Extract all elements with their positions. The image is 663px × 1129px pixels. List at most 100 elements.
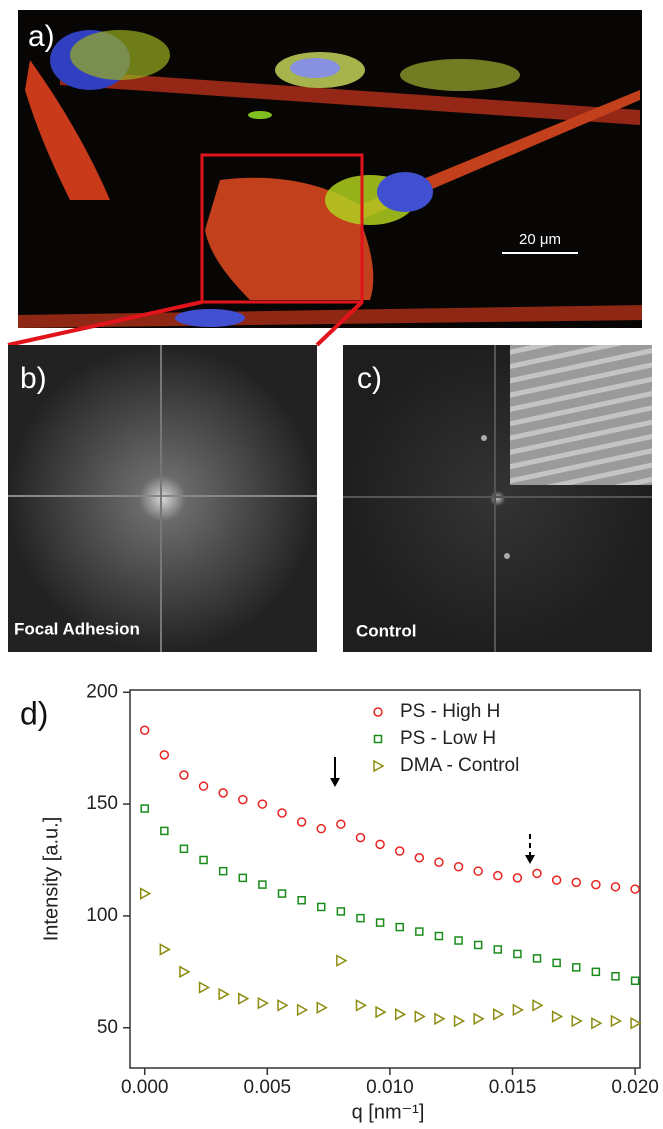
point (141, 889, 150, 899)
point (160, 751, 168, 759)
point (278, 1000, 287, 1010)
x-tick-label: 0.010 (366, 1077, 414, 1098)
panel-label: d) (20, 695, 48, 731)
y-tick-label: 150 (86, 793, 118, 814)
point (435, 858, 443, 866)
point (259, 881, 266, 888)
point (200, 856, 207, 863)
point (219, 789, 227, 797)
point (494, 1009, 503, 1019)
point (611, 1016, 620, 1026)
point (258, 800, 266, 808)
point (180, 845, 187, 852)
micrograph-a: 20 μm a) (18, 10, 642, 328)
point (258, 998, 267, 1008)
point (573, 964, 580, 971)
point (220, 868, 227, 875)
point (239, 874, 246, 881)
point (337, 956, 346, 966)
point (533, 1000, 542, 1010)
legend-marker (374, 708, 382, 716)
point (631, 1018, 640, 1028)
point (435, 1014, 444, 1024)
point (337, 820, 345, 828)
point (396, 1009, 405, 1019)
point (239, 994, 248, 1004)
point (455, 937, 462, 944)
point (513, 1005, 522, 1015)
point (474, 867, 482, 875)
point (180, 967, 189, 977)
point (239, 796, 247, 804)
x-tick-label: 0.015 (489, 1077, 537, 1098)
point (514, 950, 521, 957)
point (592, 968, 599, 975)
legend-label: PS - Low H (400, 728, 496, 749)
point (356, 834, 364, 842)
y-tick-label: 50 (97, 1017, 118, 1038)
panel-label: b) (20, 362, 47, 395)
point (356, 1000, 365, 1010)
point (298, 818, 306, 826)
point (494, 946, 501, 953)
legend-label: DMA - Control (400, 755, 519, 776)
point (200, 982, 209, 992)
x-tick-label: 0.000 (121, 1077, 169, 1098)
legend-marker (374, 761, 383, 771)
point (455, 863, 463, 871)
point (141, 726, 149, 734)
y-axis-label: Intensity [a.u.] (40, 817, 62, 942)
fft-c: c) Control (343, 345, 652, 652)
point (278, 809, 286, 817)
point (572, 878, 580, 886)
point (553, 876, 561, 884)
point (160, 944, 169, 954)
point (632, 977, 639, 984)
point (415, 1012, 424, 1022)
x-tick-label: 0.020 (611, 1077, 659, 1098)
point (455, 1016, 464, 1026)
point (180, 771, 188, 779)
point (376, 1007, 385, 1017)
y-tick-label: 100 (86, 905, 118, 926)
point (494, 872, 502, 880)
point (533, 869, 541, 877)
point (513, 874, 521, 882)
panel-label: a) (28, 20, 55, 53)
panel-label: c) (357, 362, 382, 395)
scale-bar-label: 20 μm (519, 231, 561, 248)
point (592, 1018, 601, 1028)
y-tick-label: 200 (86, 681, 118, 702)
point (219, 989, 228, 999)
point (534, 955, 541, 962)
point (317, 825, 325, 833)
point (553, 959, 560, 966)
point (357, 915, 364, 922)
point (161, 827, 168, 834)
point (474, 1014, 483, 1024)
point (377, 919, 384, 926)
point (279, 890, 286, 897)
figure: 20 μm a) b) Focal Adhesion c) Control d)… (0, 0, 663, 1129)
point (200, 782, 208, 790)
point (435, 933, 442, 940)
point (317, 1003, 326, 1013)
point (415, 854, 423, 862)
point (298, 897, 305, 904)
legend-label: PS - High H (400, 701, 500, 722)
point (141, 805, 148, 812)
point (572, 1016, 581, 1026)
point (612, 973, 619, 980)
x-tick-label: 0.005 (244, 1077, 292, 1098)
point (611, 883, 619, 891)
fft-b: b) Focal Adhesion (8, 345, 317, 652)
point (416, 928, 423, 935)
point (553, 1012, 562, 1022)
point (475, 941, 482, 948)
point (396, 847, 404, 855)
point (337, 908, 344, 915)
point (592, 881, 600, 889)
point (631, 885, 639, 893)
caption: Control (356, 621, 416, 640)
